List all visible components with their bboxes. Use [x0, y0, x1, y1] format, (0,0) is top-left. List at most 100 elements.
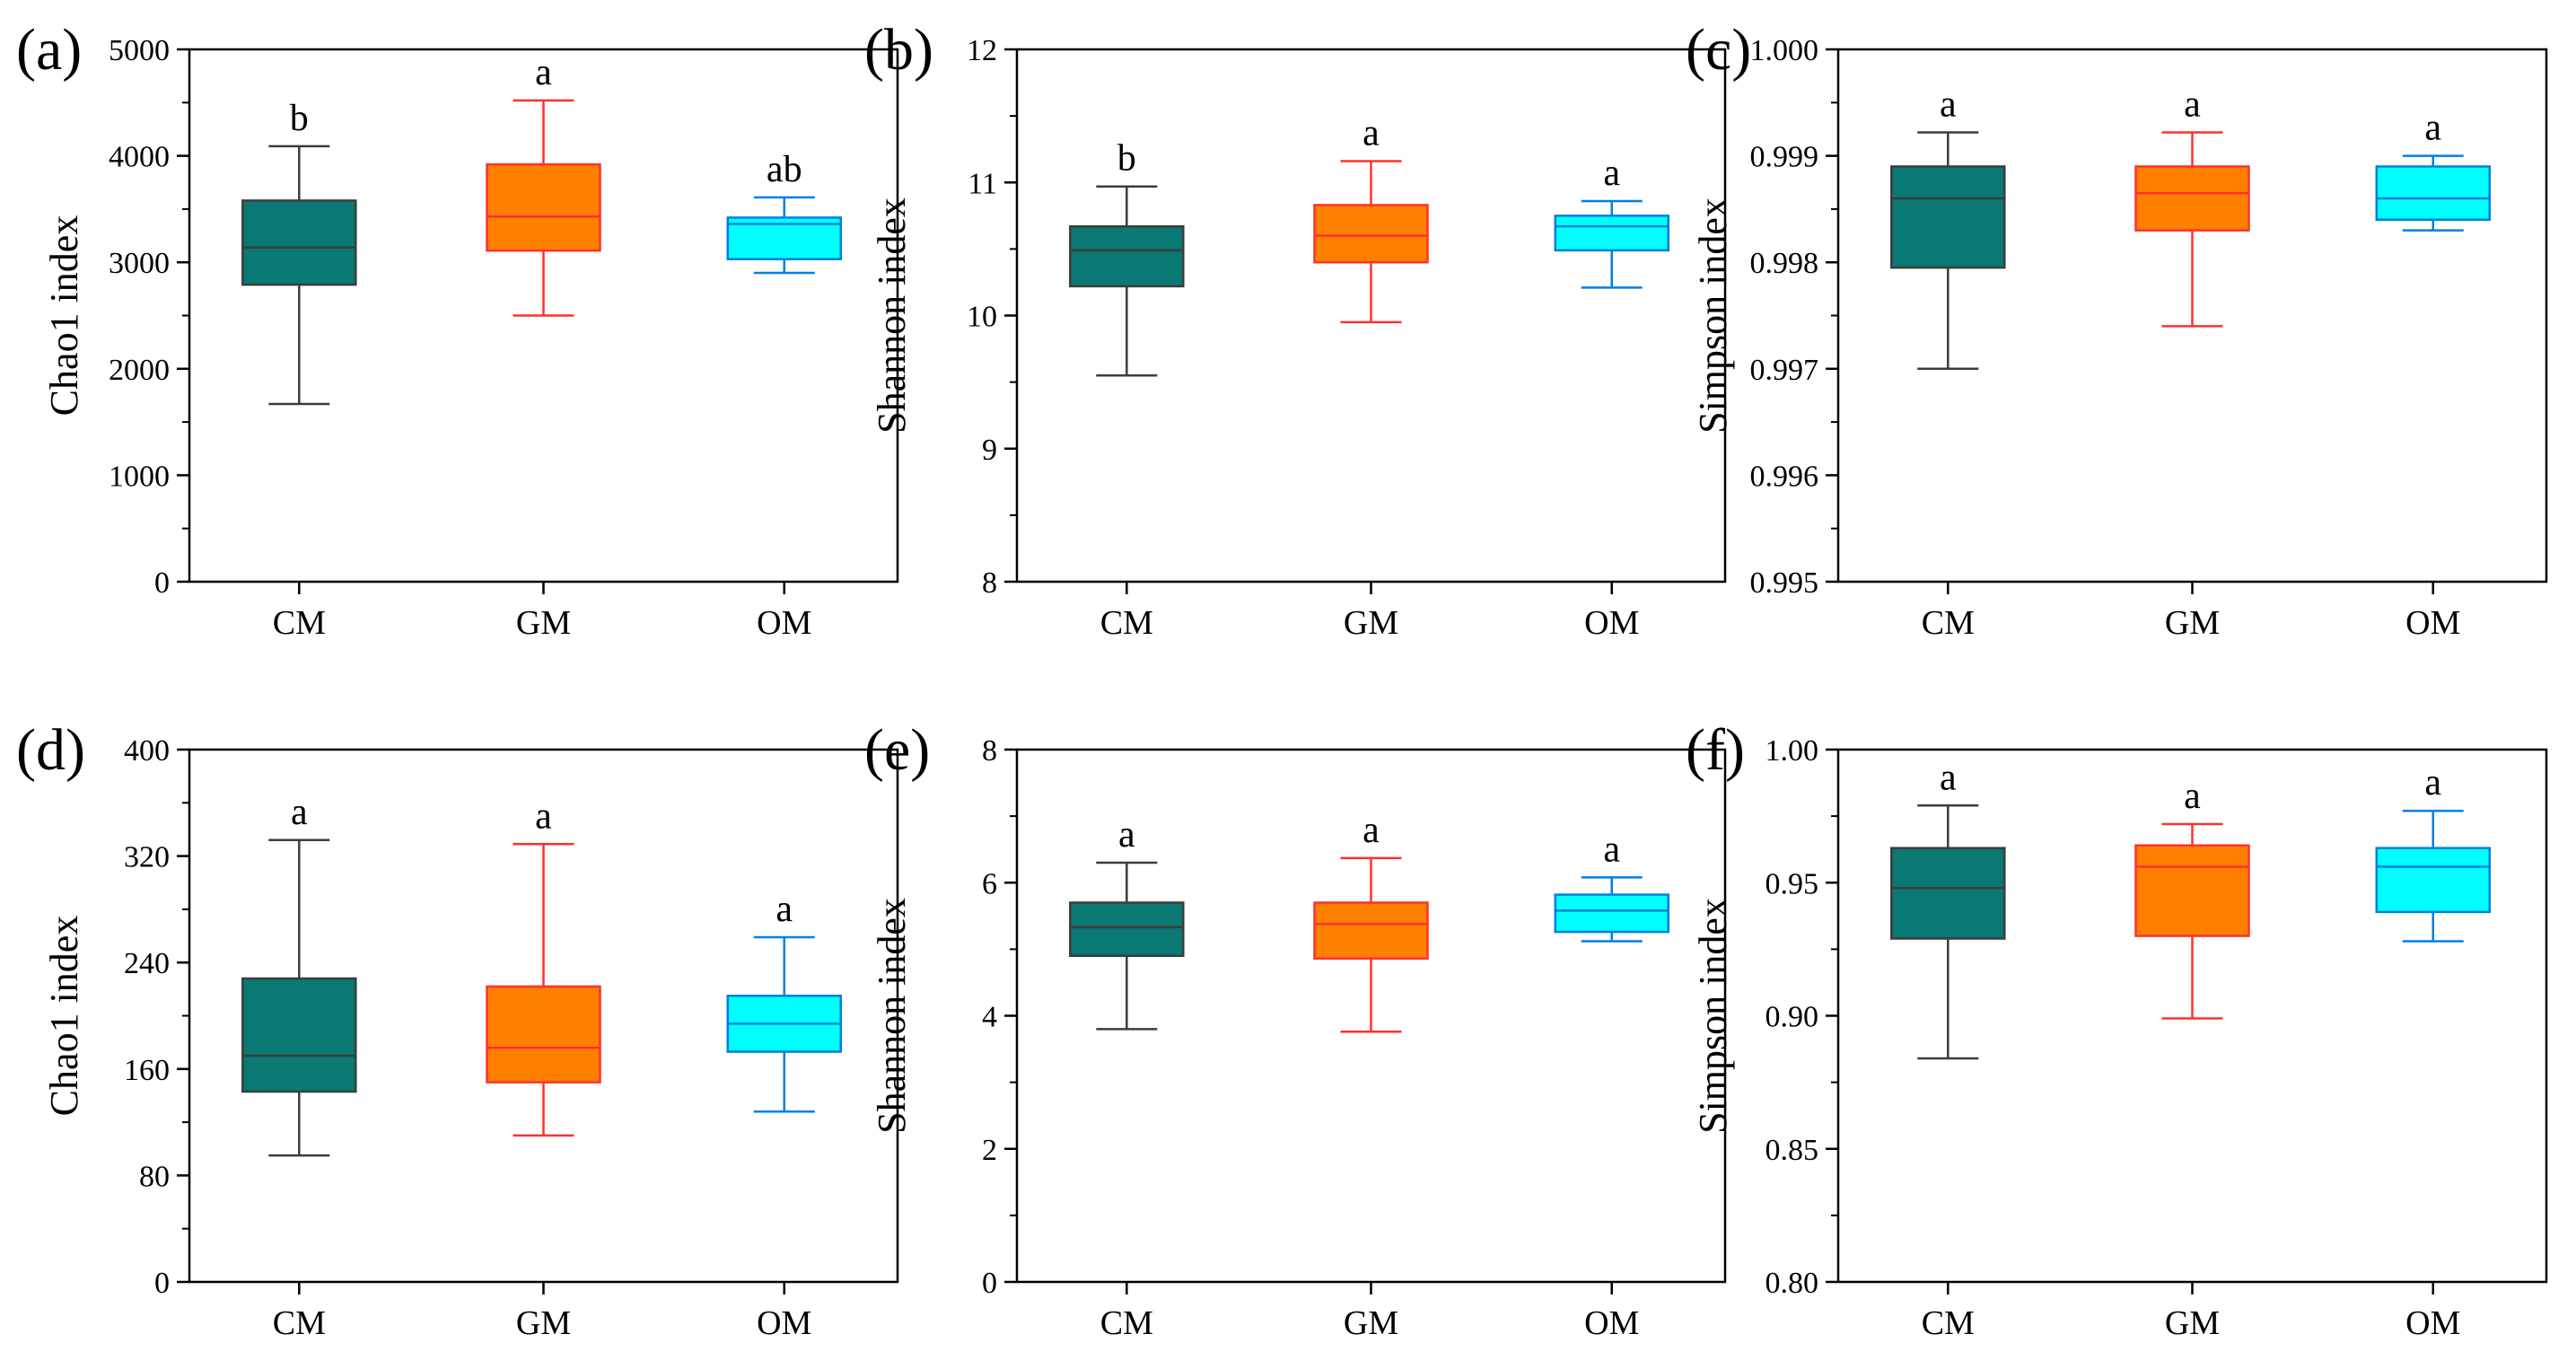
y-tick-label: 10: [967, 301, 997, 334]
y-tick-label: 0.996: [1750, 460, 1819, 493]
iqr-box: [2375, 165, 2492, 222]
x-category-label: CM: [1100, 1304, 1153, 1342]
box-om: OM a: [726, 889, 843, 1342]
iqr-box: [1069, 224, 1185, 288]
y-tick-label: 3000: [109, 247, 170, 280]
y-tick-label: 320: [124, 841, 170, 874]
box-gm: GM a: [2134, 84, 2250, 642]
y-tick-label: 9: [982, 434, 997, 467]
y-tick-label: 2000: [109, 354, 170, 387]
y-tick-label: 0.999: [1750, 141, 1819, 174]
x-category-label: GM: [1344, 1304, 1398, 1342]
box-gm: GM a: [1313, 810, 1429, 1342]
y-tick-label: 0.95: [1766, 867, 1819, 900]
y-tick-label: 1.00: [1766, 734, 1819, 768]
box-om: OM a: [1554, 829, 1670, 1342]
y-tick-label: 5000: [109, 34, 170, 67]
y-tick-label: 12: [967, 34, 997, 67]
panel-label: (c): [1686, 17, 1751, 83]
box-gm: GM a: [1313, 113, 1429, 642]
iqr-box: [2134, 165, 2250, 232]
iqr-box: [241, 199, 357, 286]
significance-letter: a: [1362, 113, 1380, 154]
significance-letter: a: [1603, 829, 1620, 870]
y-tick-label: 4: [982, 1001, 997, 1034]
iqr-box: [1554, 893, 1670, 934]
significance-letter: a: [2424, 108, 2441, 149]
x-category-label: GM: [516, 604, 571, 642]
panel-label: (d): [16, 717, 85, 783]
panel-d: 0 80 160 240 320 400 Chao1 index (d) CM a GM a OM a: [16, 717, 899, 1342]
box-cm: CM a: [1890, 757, 2006, 1342]
y-tick-label: 0: [154, 566, 170, 600]
x-category-label: CM: [1922, 604, 1975, 642]
x-category-label: OM: [757, 1304, 811, 1342]
y-tick-label: 4000: [109, 141, 170, 174]
significance-letter: a: [2184, 776, 2201, 817]
significance-letter: a: [2184, 84, 2201, 126]
y-tick-label: 400: [124, 734, 170, 768]
iqr-box: [1313, 204, 1429, 264]
significance-letter: a: [2424, 762, 2441, 803]
significance-letter: b: [1117, 138, 1136, 180]
significance-letter: a: [291, 792, 308, 833]
y-axis-title: Simpson index: [1691, 898, 1735, 1134]
x-category-label: GM: [2165, 604, 2220, 642]
significance-letter: ab: [767, 149, 802, 190]
y-axis-title: Shannon index: [870, 197, 914, 434]
y-axis-title: Chao1 index: [42, 215, 86, 417]
iqr-box: [2134, 844, 2250, 937]
panel-a: 0 1000 2000 3000 4000 5000 Chao1 index (a) CM b GM…: [16, 17, 899, 642]
x-category-label: CM: [1922, 1304, 1975, 1342]
box-cm: CM a: [241, 792, 357, 1342]
significance-letter: a: [775, 889, 793, 930]
panel-b: 8 9 10 11 12 Shannon index (b) CM b GM a OM a: [864, 17, 1727, 642]
panel-label: (e): [864, 717, 930, 783]
y-tick-label: 8: [982, 566, 997, 600]
significance-letter: a: [535, 52, 552, 93]
panel-label: (f): [1686, 717, 1745, 783]
significance-letter: a: [535, 795, 552, 837]
iqr-box: [1890, 165, 2006, 269]
significance-letter: a: [1362, 810, 1380, 851]
y-tick-label: 2: [982, 1134, 997, 1167]
iqr-box: [486, 162, 601, 252]
iqr-box: [1890, 847, 2006, 940]
box-gm: GM a: [486, 795, 601, 1342]
panel-label: (b): [864, 17, 933, 83]
y-tick-label: 6: [982, 867, 997, 900]
panel-e: 0 2 4 6 8 Shannon index (e) CM a GM a OM a: [864, 717, 1727, 1342]
iqr-box: [241, 977, 357, 1093]
iqr-box: [2375, 847, 2492, 914]
y-axis-title: Shannon index: [870, 898, 914, 1134]
box-om: OM a: [2375, 762, 2492, 1342]
y-tick-label: 1.000: [1750, 34, 1819, 67]
x-category-label: OM: [2405, 1304, 2460, 1342]
y-tick-label: 0.85: [1766, 1134, 1819, 1167]
significance-letter: a: [1940, 757, 1957, 798]
y-tick-label: 1000: [109, 460, 170, 493]
panel-c: 0.995 0.996 0.997 0.998 0.999 1.000 Simpson in…: [1686, 17, 2548, 642]
box-cm: CM b: [1069, 138, 1185, 642]
x-category-label: CM: [273, 1304, 326, 1342]
panel-label: (a): [16, 17, 82, 83]
significance-letter: b: [290, 98, 309, 139]
y-tick-label: 0.80: [1766, 1267, 1819, 1300]
y-tick-label: 80: [139, 1160, 170, 1193]
y-tick-label: 0.998: [1750, 247, 1819, 280]
significance-letter: a: [1603, 153, 1620, 194]
x-category-label: GM: [2165, 1304, 2220, 1342]
x-category-label: OM: [1584, 1304, 1639, 1342]
x-category-label: OM: [757, 604, 811, 642]
y-tick-label: 0.997: [1750, 354, 1819, 387]
y-tick-label: 160: [124, 1054, 170, 1087]
y-tick-label: 240: [124, 947, 170, 980]
box-cm: CM b: [241, 98, 357, 642]
y-tick-label: 0: [982, 1267, 997, 1300]
significance-letter: a: [1940, 84, 1957, 126]
box-gm: GM a: [2134, 776, 2250, 1342]
x-category-label: GM: [516, 1304, 571, 1342]
y-tick-label: 0.995: [1750, 566, 1819, 600]
